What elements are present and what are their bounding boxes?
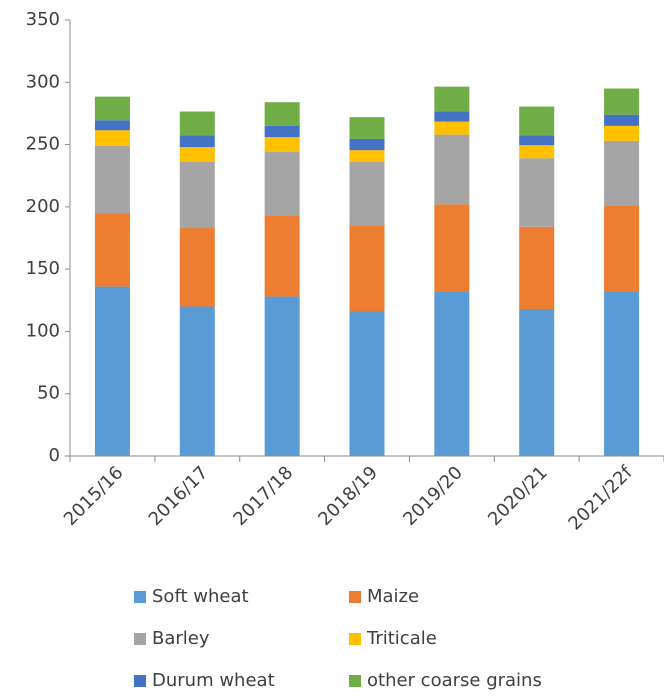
bar-segment xyxy=(519,135,555,146)
bar-segment xyxy=(179,147,215,163)
y-tick-label: 200 xyxy=(26,196,60,217)
legend-swatch xyxy=(134,591,146,603)
bar-segment xyxy=(604,140,640,206)
bar-segment xyxy=(604,205,640,292)
bar-segment xyxy=(179,135,215,148)
x-tick-label: 2019/20 xyxy=(399,462,467,530)
bar-segment xyxy=(519,309,555,456)
legend-swatch xyxy=(349,675,361,687)
bar-segment xyxy=(434,86,470,112)
bar-segment xyxy=(264,125,300,138)
legend-label: Triticale xyxy=(366,628,437,649)
legend-label: Soft wheat xyxy=(152,586,249,607)
bar-segment xyxy=(519,145,555,159)
bar-segment xyxy=(179,306,215,456)
bar-segment xyxy=(349,117,385,139)
bar-segment xyxy=(349,150,385,163)
bar-segment xyxy=(434,204,470,292)
bar-segment xyxy=(264,137,300,153)
legend-swatch xyxy=(134,633,146,645)
x-tick-label: 2018/19 xyxy=(314,462,382,530)
bar-segment xyxy=(519,226,555,310)
x-tick-label: 2017/18 xyxy=(229,462,297,530)
x-tick-label: 2020/21 xyxy=(484,462,552,530)
bar-segment xyxy=(349,162,385,226)
legend-label: other coarse grains xyxy=(367,670,542,691)
bar-segment xyxy=(179,111,215,136)
bar-segment xyxy=(94,130,130,146)
bar-segment xyxy=(94,145,130,214)
bar-segment xyxy=(349,311,385,456)
x-tick-label: 2016/17 xyxy=(145,462,213,530)
y-tick-label: 0 xyxy=(49,445,60,466)
y-tick-label: 250 xyxy=(26,134,60,155)
bar-segment xyxy=(264,296,300,456)
legend-label: Durum wheat xyxy=(152,670,275,691)
bar-segment xyxy=(94,96,130,121)
bar-segment xyxy=(349,225,385,312)
y-tick-label: 350 xyxy=(26,9,60,30)
bar-segment xyxy=(519,158,555,227)
bar-segment xyxy=(264,215,300,297)
bar-segment xyxy=(434,121,470,135)
x-tick-label: 2021/22f xyxy=(564,462,637,535)
bar-segment xyxy=(604,114,640,126)
y-tick-label: 50 xyxy=(37,383,60,404)
y-tick-label: 150 xyxy=(26,258,60,279)
legend-swatch xyxy=(134,675,146,687)
bar-segment xyxy=(264,102,300,126)
y-tick-label: 300 xyxy=(26,71,60,92)
bar-segment xyxy=(179,228,215,307)
x-tick-label: 2015/16 xyxy=(60,462,128,530)
bar-segment xyxy=(264,152,300,216)
legend-swatch xyxy=(349,591,361,603)
legend-label: Maize xyxy=(367,586,419,607)
bar-segment xyxy=(94,286,130,456)
bar-segment xyxy=(179,162,215,229)
bar-segment xyxy=(434,291,470,456)
legend-label: Barley xyxy=(152,628,210,649)
bar-segment xyxy=(604,291,640,456)
bar-segment xyxy=(434,111,470,122)
bar-segment xyxy=(519,106,555,136)
y-tick-label: 100 xyxy=(26,320,60,341)
bar-segment xyxy=(604,125,640,141)
bar-segment xyxy=(604,88,640,115)
bar-segment xyxy=(434,134,470,205)
bar-segment xyxy=(94,213,130,287)
bar-segment xyxy=(349,138,385,151)
legend-swatch xyxy=(349,633,361,645)
bar-segment xyxy=(94,120,130,131)
